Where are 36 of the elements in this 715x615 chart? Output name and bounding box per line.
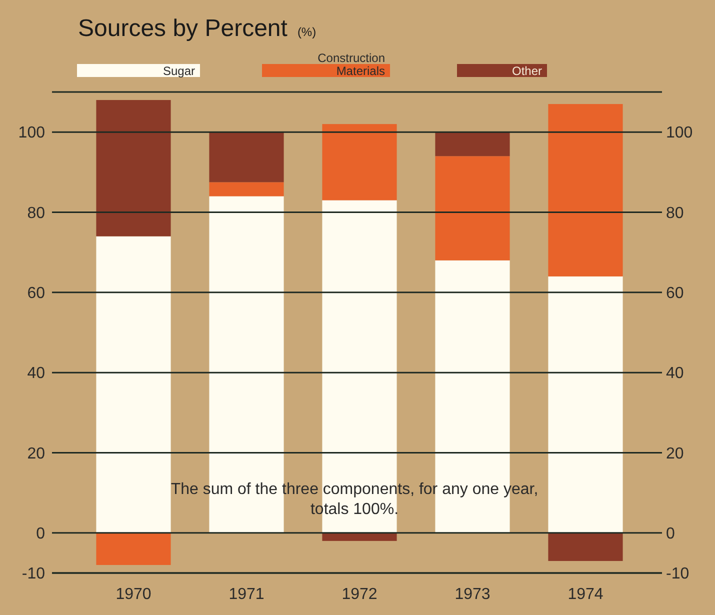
bar	[322, 532, 397, 541]
y2-tick-label: 0	[666, 526, 675, 543]
x-tick-label: 1973	[454, 586, 490, 603]
chart-subtitle: (%)	[297, 25, 316, 39]
bar	[96, 532, 171, 565]
y2-tick-label: 100	[666, 124, 693, 142]
x-tick-label: 1972	[342, 586, 378, 603]
bar	[548, 104, 623, 276]
bar	[96, 100, 171, 236]
bar	[435, 156, 510, 260]
x-tick-label: 1971	[228, 586, 264, 603]
y-tick-label: 20	[27, 445, 46, 462]
text: Other	[512, 64, 542, 78]
chart-title: Sources by Percent	[78, 15, 288, 42]
y-tick-label: 60	[27, 285, 46, 302]
bar	[209, 132, 284, 182]
bar	[548, 532, 623, 561]
text: Sugar	[162, 64, 195, 78]
y-tick-label: 100	[18, 124, 46, 142]
y-tick-label: 80	[27, 204, 46, 222]
x-tick-label: 1974	[568, 586, 604, 603]
bar	[548, 276, 623, 533]
bar	[435, 132, 510, 156]
text: Construction Materials	[318, 51, 385, 78]
y-tick-label: 0	[36, 526, 46, 543]
x-tick-label: 1970	[116, 586, 152, 603]
bar	[209, 182, 284, 196]
y-tick-label: 40	[27, 365, 46, 382]
y2-tick-label: 80	[666, 204, 684, 222]
bar	[322, 124, 397, 200]
y2-tick-label: 60	[666, 285, 684, 302]
y2-tick-label: 40	[666, 365, 684, 382]
y-tick-label: -10	[22, 566, 46, 583]
bar	[96, 236, 171, 533]
y2-tick-label: -10	[666, 566, 690, 583]
y2-tick-label: 20	[666, 445, 684, 462]
